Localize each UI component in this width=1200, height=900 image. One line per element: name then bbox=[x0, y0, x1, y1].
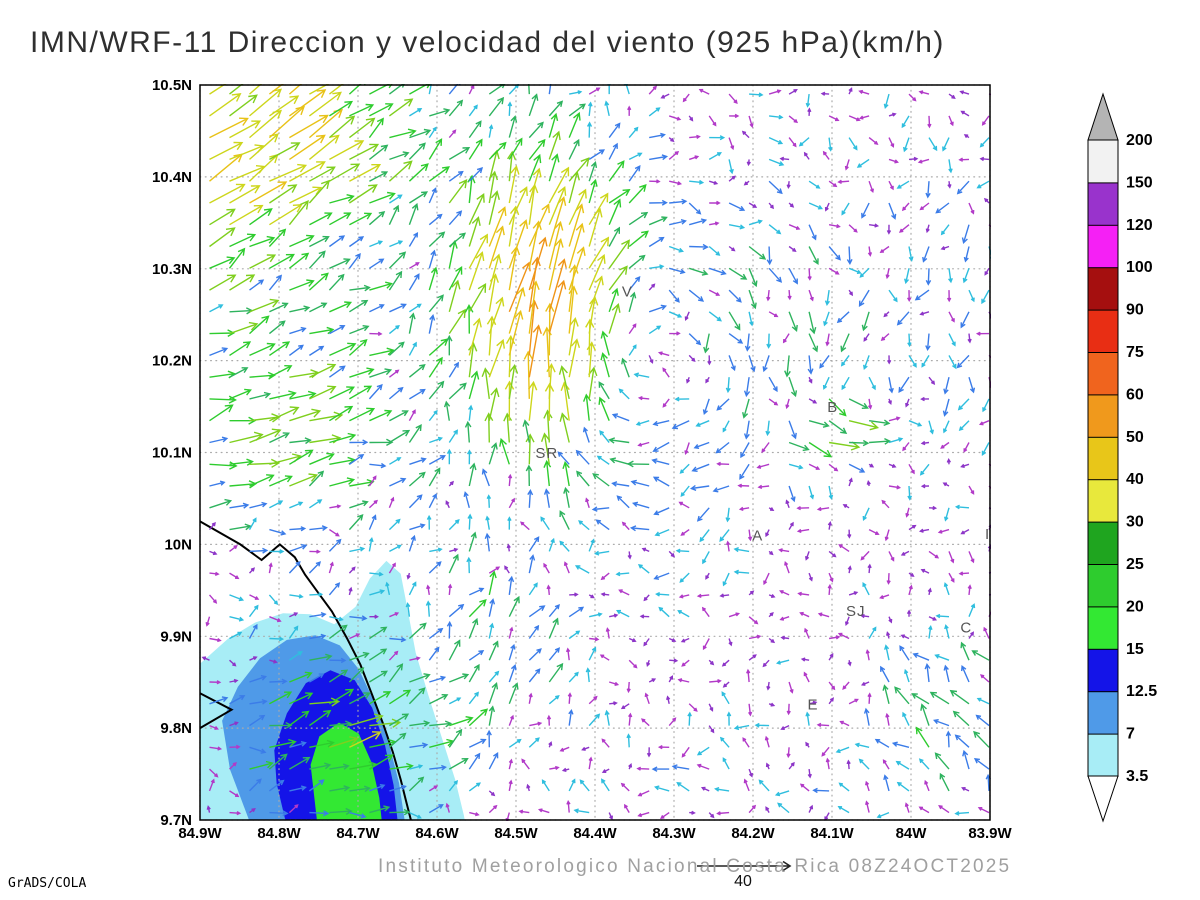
x-tick-label: 84W bbox=[896, 825, 928, 842]
legend-label: 200 bbox=[1126, 132, 1153, 149]
legend-label: 60 bbox=[1126, 386, 1144, 403]
x-tick-label: 84.9W bbox=[178, 825, 222, 842]
y-tick-label: 9.9N bbox=[160, 628, 192, 645]
y-tick-label: 9.8N bbox=[160, 720, 192, 737]
legend-band bbox=[1087, 733, 1119, 777]
footer-institution: Instituto Meteorologico Nacional Costa R… bbox=[378, 856, 1012, 877]
legend-band bbox=[1087, 309, 1119, 354]
station-label: A bbox=[752, 528, 763, 545]
y-tick-label: 10.4N bbox=[152, 169, 192, 186]
x-tick-label: 84.7W bbox=[336, 825, 380, 842]
legend-label: 3.5 bbox=[1126, 768, 1148, 785]
legend-label: 40 bbox=[1126, 471, 1144, 488]
legend-band bbox=[1087, 181, 1119, 226]
legend-band bbox=[1087, 393, 1119, 438]
legend-band bbox=[1087, 224, 1119, 269]
station-label: E bbox=[807, 697, 818, 714]
y-tick-label: 10.1N bbox=[152, 445, 192, 462]
plot-border bbox=[199, 84, 991, 821]
y-tick-label: 10.5N bbox=[152, 77, 192, 94]
legend-label: 75 bbox=[1126, 344, 1144, 361]
reference-vector bbox=[697, 860, 792, 872]
legend-top-arrow bbox=[1087, 92, 1119, 141]
legend-label: 90 bbox=[1126, 302, 1144, 319]
coastline bbox=[199, 520, 412, 821]
legend-band bbox=[1087, 436, 1119, 481]
x-tick-label: 84.6W bbox=[415, 825, 459, 842]
x-tick-label: 84.5W bbox=[494, 825, 538, 842]
x-tick-label: 84.1W bbox=[810, 825, 854, 842]
y-tick-label: 10N bbox=[164, 536, 192, 553]
y-tick-label: 10.2N bbox=[152, 353, 192, 370]
legend-label: 50 bbox=[1126, 429, 1144, 446]
station-label: C bbox=[960, 620, 972, 637]
legend-label: 12.5 bbox=[1126, 683, 1157, 700]
legend-label: 120 bbox=[1126, 217, 1153, 234]
legend-bottom-arrow bbox=[1087, 775, 1119, 823]
station-label: SJ bbox=[846, 603, 866, 620]
y-tick-label: 10.3N bbox=[152, 261, 192, 278]
legend-band bbox=[1087, 605, 1119, 650]
x-tick-label: 84.8W bbox=[257, 825, 301, 842]
legend-label: 20 bbox=[1126, 598, 1144, 615]
legend-band bbox=[1087, 521, 1119, 565]
station-label: I bbox=[985, 526, 990, 543]
x-tick-label: 84.3W bbox=[652, 825, 696, 842]
station-label: V bbox=[622, 283, 633, 300]
station-label: SR bbox=[535, 445, 558, 462]
x-tick-label: 84.2W bbox=[731, 825, 775, 842]
legend-label: 30 bbox=[1126, 514, 1144, 531]
legend-label: 7 bbox=[1126, 726, 1135, 743]
x-tick-label: 84.4W bbox=[573, 825, 617, 842]
legend-band bbox=[1087, 139, 1119, 184]
grads-credit: GrADS/COLA bbox=[8, 876, 87, 891]
chart-title: IMN/WRF-11 Direccion y velocidad del vie… bbox=[30, 26, 945, 59]
wind-vectors bbox=[201, 84, 991, 821]
x-tick-label: 83.9W bbox=[968, 825, 1012, 842]
legend-band bbox=[1087, 690, 1119, 735]
station-label: B bbox=[827, 399, 838, 416]
legend-band bbox=[1087, 478, 1119, 523]
legend-label: 150 bbox=[1126, 174, 1153, 191]
legend-band bbox=[1087, 266, 1119, 311]
y-tick-label: 9.7N bbox=[160, 812, 192, 829]
legend-band bbox=[1087, 563, 1119, 608]
legend-band bbox=[1087, 648, 1119, 693]
reference-vector-label: 40 bbox=[734, 873, 752, 890]
coastline bbox=[199, 692, 234, 729]
legend-label: 25 bbox=[1126, 556, 1144, 573]
legend-label: 15 bbox=[1126, 641, 1144, 658]
legend-band bbox=[1087, 351, 1119, 396]
legend-label: 100 bbox=[1126, 259, 1153, 276]
